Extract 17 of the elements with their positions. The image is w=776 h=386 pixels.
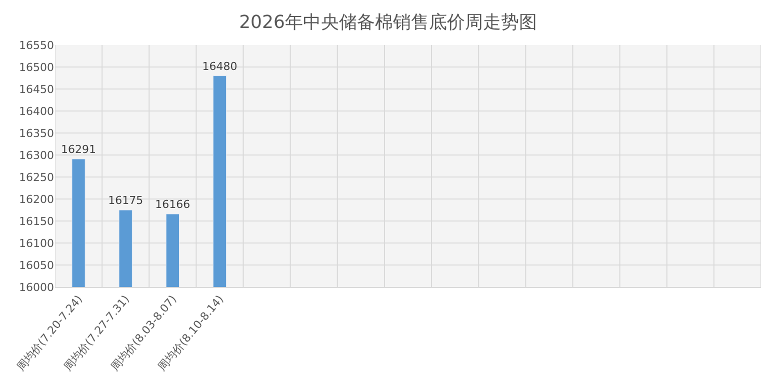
data-label: 16291 <box>61 142 96 156</box>
y-tick-label: 16550 <box>19 38 54 52</box>
y-tick-label: 16150 <box>19 214 54 228</box>
y-tick-label: 16450 <box>19 82 54 96</box>
y-tick-label: 16200 <box>19 192 54 206</box>
y-tick-label: 16300 <box>19 148 54 162</box>
y-tick-label: 16500 <box>19 60 54 74</box>
data-label: 16480 <box>202 60 238 73</box>
chart-title: 2026年中央储备棉销售底价周走势图 <box>239 12 537 34</box>
y-tick-label: 16100 <box>19 236 54 250</box>
data-label: 16175 <box>108 194 144 207</box>
y-tick-label: 16350 <box>19 126 54 140</box>
y-tick-label: 16250 <box>19 170 54 184</box>
data-label: 16166 <box>155 198 190 211</box>
y-tick-label: 16400 <box>19 104 54 118</box>
y-tick-label: 16050 <box>19 258 54 272</box>
y-tick-label: 16000 <box>19 280 54 294</box>
